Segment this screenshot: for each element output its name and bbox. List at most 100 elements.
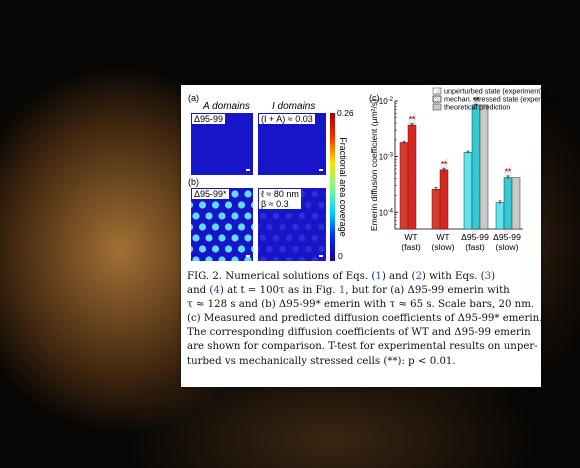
heatmap-dot — [298, 212, 306, 220]
reference-link[interactable]: 2 — [415, 271, 422, 282]
bar-hatch — [471, 194, 481, 204]
bar-hatch — [407, 115, 417, 125]
heatmap-dot — [198, 201, 207, 209]
reference-link[interactable]: 3 — [484, 271, 492, 282]
bar-hatch — [503, 168, 513, 177]
heatmap-dot — [231, 234, 239, 242]
caption-text: (c) Measured and predicted diffusion coe… — [187, 313, 543, 325]
significance-marker: ** — [409, 115, 416, 124]
heatmap-dot — [324, 235, 326, 241]
bar-hatch — [471, 182, 481, 192]
heatmap-dot — [192, 234, 200, 242]
colorbar — [330, 113, 335, 261]
bar-hatch — [471, 140, 481, 150]
heatmap-dot — [318, 223, 325, 231]
heatmap-dot — [218, 212, 226, 220]
bar-hatch — [407, 151, 417, 161]
bar-hatch — [503, 186, 513, 195]
bar-hatch — [471, 149, 481, 159]
reference-link[interactable]: 1 — [338, 285, 346, 297]
bar-hatch — [407, 124, 417, 134]
bar-hatch — [471, 101, 481, 111]
reference-link[interactable]: 1 — [375, 271, 382, 282]
bar-hatch — [407, 169, 417, 179]
heatmap-dot — [318, 201, 325, 209]
legend-hatch — [432, 90, 442, 99]
bar-hatch — [407, 211, 417, 221]
i-domains-header: I domains — [272, 101, 316, 112]
heatmap-dot — [259, 256, 267, 261]
beta-value: β ≈ 0.3 — [261, 199, 289, 209]
heatmap-dot — [205, 256, 213, 261]
bar-hatch — [471, 122, 481, 132]
bar-hatch — [471, 125, 481, 135]
bar-hatch — [407, 199, 417, 209]
legend-swatch — [432, 87, 442, 95]
bar-hatch — [407, 142, 417, 152]
category-label: Δ95-99 — [461, 232, 489, 242]
category-label-sub: (slow) — [496, 242, 519, 252]
heatmap-dot — [244, 256, 252, 261]
heatmap-dot — [279, 223, 286, 231]
bar-hatch — [439, 172, 449, 181]
bar-hatch — [471, 206, 481, 216]
bar-hatch — [471, 221, 481, 231]
heatmap-dot — [191, 245, 194, 253]
panel-b-label: (b) — [188, 177, 199, 187]
bar-hatch — [439, 214, 449, 223]
heatmap-dot — [324, 257, 326, 261]
bar-hatch — [407, 217, 417, 227]
bar-hatch — [407, 220, 417, 230]
scale-bar — [319, 169, 323, 171]
bar-hatch — [407, 205, 417, 215]
caption-text: FIG. 2. Numerical solutions of Eqs. ( — [187, 271, 376, 282]
bar-hatch — [503, 207, 513, 216]
bar-hatch — [439, 211, 449, 220]
bar-hatch — [471, 104, 481, 114]
bar-hatch — [471, 146, 481, 156]
bar-hatch — [407, 193, 417, 203]
heatmap-dot — [244, 234, 252, 242]
bar-hatch — [503, 213, 513, 222]
heatmap-dot — [224, 223, 233, 231]
bar-hatch — [407, 190, 417, 200]
heatmap-dot — [298, 256, 306, 261]
bar-hatch — [471, 161, 481, 171]
heatmap-dot — [231, 256, 239, 261]
caption-line: are shown for comparison. T-test for exp… — [187, 340, 538, 354]
colorbar-max-label: 0.26 — [337, 108, 354, 118]
heatmap-dot — [292, 245, 299, 253]
bar-hatch — [471, 167, 481, 177]
caption-line: (c) Measured and predicted diffusion coe… — [187, 312, 542, 326]
bar-hatch — [503, 177, 513, 186]
category-label: Δ95-99 — [493, 232, 521, 242]
heatmap-dot — [258, 246, 260, 252]
heatmap-dot — [192, 212, 200, 220]
bar-hatch — [503, 222, 513, 231]
bar-hatch — [439, 202, 449, 211]
heatmap-dot — [279, 245, 286, 253]
bar-hatch — [439, 196, 449, 205]
heatmap-dot — [298, 234, 306, 242]
panel-a-label: (a) — [188, 93, 199, 103]
figure-card: (a) A domains I domains Δ95-99 (I + A) ≈… — [181, 85, 561, 387]
heatmap-dot — [205, 212, 213, 220]
heatmap-dot — [324, 213, 326, 219]
bar-hatch — [503, 183, 513, 192]
bar-hatch — [471, 203, 481, 213]
reference-link[interactable]: 4 — [213, 285, 220, 297]
bar-hatch — [471, 152, 481, 162]
bar-hatch — [471, 137, 481, 147]
bar-hatch — [471, 95, 481, 105]
bar-hatch — [439, 193, 449, 202]
bar-hatch — [439, 205, 449, 214]
bar-hatch — [503, 204, 513, 213]
caption-text: and ( — [187, 285, 214, 297]
bar-hatch — [407, 223, 417, 233]
bar-hatch — [407, 157, 417, 167]
panel-c-label: (c) — [369, 93, 380, 103]
bar-stressed — [439, 169, 449, 230]
significance-marker: ** — [441, 160, 448, 169]
heatmap-b-right-label: ℓ ≈ 80 nm β ≈ 0.3 — [259, 189, 301, 209]
heatmap-dot — [244, 212, 252, 220]
